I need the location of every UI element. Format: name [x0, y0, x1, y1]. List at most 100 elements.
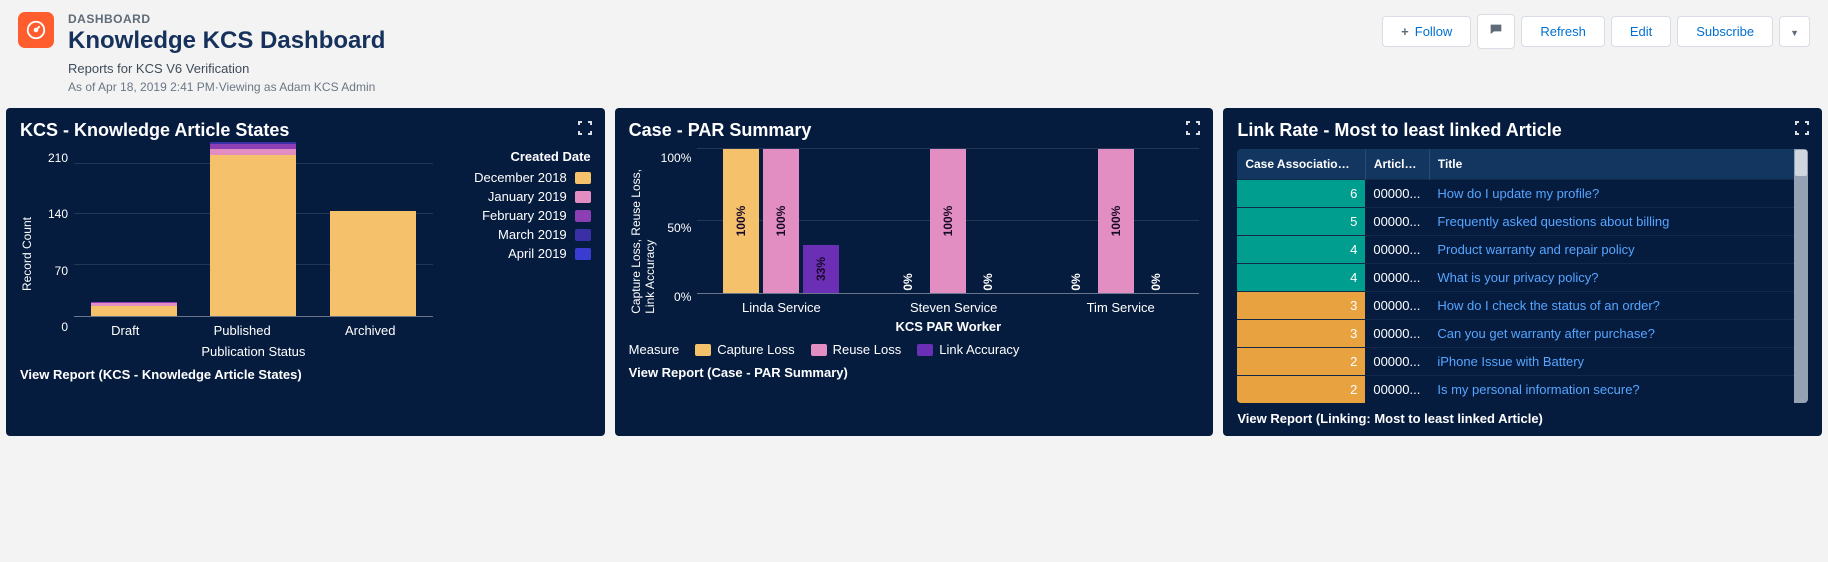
expand-icon[interactable]: [577, 120, 593, 141]
table-row[interactable]: 600000...How do I update my profile?: [1237, 180, 1808, 208]
header-text: DASHBOARD Knowledge KCS Dashboard Report…: [68, 12, 385, 94]
bar-segment: [91, 306, 177, 316]
more-actions-button[interactable]: [1779, 16, 1810, 47]
x-label: Linda Service: [742, 300, 821, 315]
follow-label: Follow: [1415, 24, 1453, 39]
y-tick: 100%: [661, 151, 692, 165]
legend-row[interactable]: January 2019: [443, 189, 591, 204]
chart2-y-axis: 100%50%0%: [661, 149, 698, 304]
article-title-link[interactable]: What is your privacy policy?: [1429, 264, 1794, 292]
chart1-y-label: Record Count: [20, 217, 34, 291]
legend-swatch: [575, 248, 591, 260]
link-rate-table: Case Association ...Article ...Title 600…: [1237, 149, 1808, 403]
table-row[interactable]: 200000...Is my personal information secu…: [1237, 376, 1808, 404]
y-tick: 70: [55, 264, 68, 278]
y-tick: 0%: [674, 290, 691, 304]
measure-bar: 0%: [1058, 292, 1094, 293]
worker-group[interactable]: 0%100%0%: [890, 149, 1006, 293]
measure-bar: 100%: [930, 149, 966, 293]
chart2-plot: Capture Loss, Reuse Loss, Link Accuracy …: [629, 149, 1200, 334]
chart1-y-axis: 210140700: [48, 149, 74, 334]
article-title-link[interactable]: Can you get warranty after purchase?: [1429, 320, 1794, 348]
article-number: 00000...: [1365, 208, 1429, 236]
chart2-x-labels: Linda ServiceSteven ServiceTim Service: [697, 300, 1199, 315]
bar-value-label: 100%: [941, 206, 955, 237]
bar-value-label: 100%: [1109, 206, 1123, 237]
article-title-link[interactable]: Frequently asked questions about billing: [1429, 208, 1794, 236]
table-scrollbar[interactable]: [1794, 149, 1808, 403]
measure-label: Measure: [629, 342, 680, 357]
table-row[interactable]: 300000...Can you get warranty after purc…: [1237, 320, 1808, 348]
legend-swatch: [575, 210, 591, 222]
table-row[interactable]: 500000...Frequently asked questions abou…: [1237, 208, 1808, 236]
measure-bar: 100%: [723, 149, 759, 293]
plus-icon: +: [1401, 24, 1409, 39]
collaborate-button[interactable]: [1477, 14, 1515, 49]
chart2-bars-area: 100%100%33%0%100%0%0%100%0%: [697, 149, 1199, 294]
bar-value-label: 0%: [1069, 273, 1083, 290]
case-association-count: 3: [1237, 320, 1365, 348]
table-header[interactable]: Article ...: [1365, 149, 1429, 180]
expand-icon[interactable]: [1794, 120, 1810, 141]
refresh-label: Refresh: [1540, 24, 1586, 39]
article-title-link[interactable]: How do I check the status of an order?: [1429, 292, 1794, 320]
page-title: Knowledge KCS Dashboard: [68, 27, 385, 55]
page-header: DASHBOARD Knowledge KCS Dashboard Report…: [0, 0, 1828, 104]
measure-bar: 100%: [1098, 149, 1134, 293]
chart2-y-label: Capture Loss, Reuse Loss, Link Accuracy: [629, 169, 657, 314]
article-title-link[interactable]: Is my personal information secure?: [1429, 376, 1794, 404]
bar-segment: [330, 211, 416, 316]
table-row[interactable]: 300000...How do I check the status of an…: [1237, 292, 1808, 320]
panel2-footer[interactable]: View Report (Case - PAR Summary): [629, 365, 1200, 380]
legend-row[interactable]: February 2019: [443, 208, 591, 223]
panel3-footer[interactable]: View Report (Linking: Most to least link…: [1237, 411, 1808, 426]
worker-group[interactable]: 100%100%33%: [723, 149, 839, 293]
table-header[interactable]: Title: [1429, 149, 1794, 180]
scrollbar-thumb[interactable]: [1795, 150, 1807, 176]
article-title-link[interactable]: How do I update my profile?: [1429, 180, 1794, 208]
legend-row[interactable]: March 2019: [443, 227, 591, 242]
table-row[interactable]: 400000...What is your privacy policy?: [1237, 264, 1808, 292]
legend-label: December 2018: [474, 170, 567, 185]
legend-label: Link Accuracy: [939, 342, 1019, 357]
measure-bar: 0%: [1138, 292, 1174, 293]
page-timestamp: As of Apr 18, 2019 2:41 PM·Viewing as Ad…: [68, 80, 385, 94]
y-tick: 210: [48, 151, 68, 165]
chart2-legend: Measure Capture Loss Reuse Loss Link Accur…: [629, 342, 1200, 357]
gauge-icon: [25, 19, 47, 41]
case-association-count: 5: [1237, 208, 1365, 236]
follow-button[interactable]: + Follow: [1382, 16, 1471, 47]
panel1-footer[interactable]: View Report (KCS - Knowledge Article Sta…: [20, 367, 591, 382]
link-rate-table-wrap: Case Association ...Article ...Title 600…: [1237, 149, 1808, 403]
edit-button[interactable]: Edit: [1611, 16, 1671, 47]
legend-swatch: [917, 344, 933, 356]
legend-label: January 2019: [488, 189, 567, 204]
article-title-link[interactable]: Product warranty and repair policy: [1429, 236, 1794, 264]
legend-swatch: [575, 229, 591, 241]
article-number: 00000...: [1365, 348, 1429, 376]
expand-icon[interactable]: [1185, 120, 1201, 141]
chat-icon: [1488, 22, 1504, 41]
legend-row[interactable]: April 2019: [443, 246, 591, 261]
bar-value-label: 100%: [734, 206, 748, 237]
x-label: Draft: [111, 323, 139, 338]
legend-row[interactable]: Reuse Loss: [811, 342, 902, 357]
bar-value-label: 100%: [774, 206, 788, 237]
legend-row[interactable]: December 2018: [443, 170, 591, 185]
worker-group[interactable]: 0% 100% 0%: [1058, 149, 1174, 293]
table-row[interactable]: 200000...iPhone Issue with Battery: [1237, 348, 1808, 376]
refresh-button[interactable]: Refresh: [1521, 16, 1605, 47]
case-association-count: 3: [1237, 292, 1365, 320]
subscribe-button[interactable]: Subscribe: [1677, 16, 1773, 47]
article-title-link[interactable]: iPhone Issue with Battery: [1429, 348, 1794, 376]
panel1-title: KCS - Knowledge Article States: [20, 120, 591, 141]
subscribe-label: Subscribe: [1696, 24, 1754, 39]
table-row[interactable]: 400000...Product warranty and repair pol…: [1237, 236, 1808, 264]
panel-link-rate: Link Rate - Most to least linked Article…: [1223, 108, 1822, 436]
legend-row[interactable]: Link Accuracy: [917, 342, 1019, 357]
legend-swatch: [811, 344, 827, 356]
table-header[interactable]: Case Association ...: [1237, 149, 1365, 180]
legend-row[interactable]: Capture Loss: [695, 342, 794, 357]
chart1-x-title: Publication Status: [74, 344, 433, 359]
edit-label: Edit: [1630, 24, 1652, 39]
